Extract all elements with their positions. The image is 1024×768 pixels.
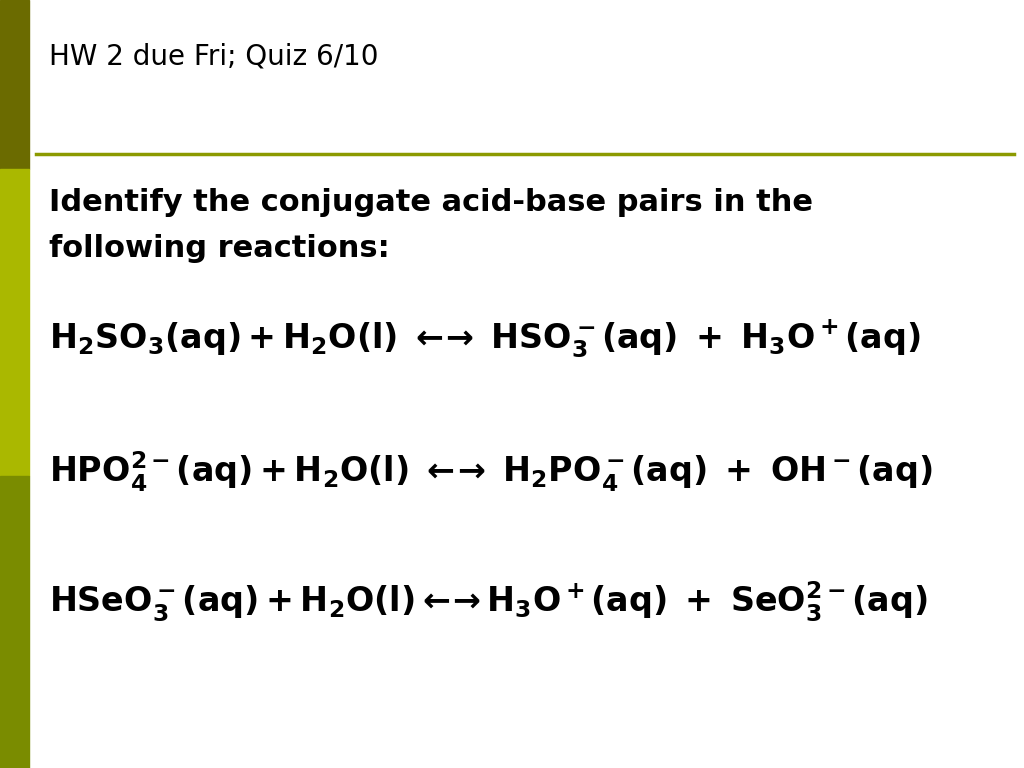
Bar xyxy=(0,476,29,768)
Text: HW 2 due Fri; Quiz 6/10: HW 2 due Fri; Quiz 6/10 xyxy=(49,42,379,70)
Text: Identify the conjugate acid-base pairs in the: Identify the conjugate acid-base pairs i… xyxy=(49,188,813,217)
Text: following reactions:: following reactions: xyxy=(49,234,390,263)
Bar xyxy=(0,169,29,476)
Bar xyxy=(0,0,29,169)
Text: $\mathbf{H_2SO_3(aq)+H_2O(l)\ \leftarrow\!\!\rightarrow\ HSO_3^-(aq)\ +\ H_3O^+(: $\mathbf{H_2SO_3(aq)+H_2O(l)\ \leftarrow… xyxy=(49,319,921,361)
Text: $\mathbf{HSeO_3^-(aq)+H_2O(l)\leftarrow\!\!\rightarrow H_3O^+(aq)\ +\ SeO_3^{2-}: $\mathbf{HSeO_3^-(aq)+H_2O(l)\leftarrow\… xyxy=(49,580,928,624)
Text: $\mathbf{HPO_4^{2-}(aq)+H_2O(l)\ \leftarrow\!\!\rightarrow\ H_2PO_4^-(aq)\ +\ OH: $\mathbf{HPO_4^{2-}(aq)+H_2O(l)\ \leftar… xyxy=(49,449,933,494)
